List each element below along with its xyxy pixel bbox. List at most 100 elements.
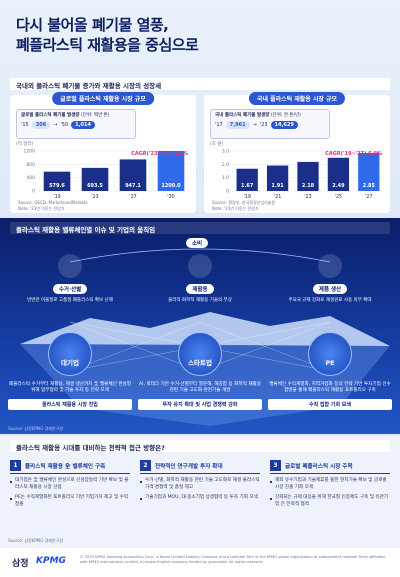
bullet: 대기업은 全 밸류체인 완성으로 신성장동력 기반 확보 및 플라스틱 재활용 … (10, 478, 130, 491)
stage-name: 수거·선별 (52, 284, 88, 294)
value: 1,014 (71, 121, 95, 129)
x-tick-label: '27 (365, 194, 372, 200)
stage-name: 재활용 (186, 284, 214, 294)
year: '15 (21, 122, 29, 128)
inset-title: 글로벌 플라스틱 폐기물 발생량 (21, 113, 80, 118)
value-label: 2.49 (332, 183, 345, 189)
year: '50 (60, 122, 69, 128)
bullet: 수거·선별, 화학적 재활용 관련 기술 고도화로 재생 플라스틱 가격 경쟁력… (140, 478, 260, 491)
value: 7,961 (225, 121, 250, 129)
inset-unit: (단위: 천 톤/년) (270, 113, 301, 118)
player: 밸류체인 수직계열화, 지역거점화 등의 전략 기반 투자기업 인수합병을 통해… (268, 382, 392, 410)
copyright: © 2025 KPMG Samjong Accounting Corp., a … (80, 555, 385, 565)
panel-title: 국내 플라스틱 재활용 시장 규모 (248, 92, 346, 105)
stage: 재활용 물리적·화학적 재활용 기술의 부상 (155, 254, 245, 304)
player: AI, 픽테크 기반 수거·선별부터 열분해, 해중합 등 화학적 재활용 관련… (138, 382, 262, 410)
logo-korean: 삼정 (12, 559, 29, 569)
axis-unit: (조 원) (210, 141, 223, 147)
y-tick-label: 400 (26, 175, 35, 181)
bar (327, 157, 350, 191)
year: '23 (259, 122, 268, 128)
stage-desc: 빈번한 이물질로 고품질 폐플라스틱 확보 난제 (27, 298, 113, 303)
y-tick-label: 2.0 (222, 162, 229, 168)
bar (43, 171, 71, 191)
column-title: 글로벌 폐플라스틱 시장 주목 (285, 463, 353, 470)
number: 3 (270, 460, 281, 471)
strategy-column: 2 전략적인 연구개발 투자 확대 수거·선별, 화학적 재활용 관련 기술 고도… (140, 460, 260, 502)
source: Source: OECD, MarketsandMarkets (18, 200, 88, 205)
section-title: 국내외 플라스틱 폐기물 증가와 재활용 시장의 성장세 (10, 78, 390, 90)
section-title: 플라스틱 재활용 시대를 대비하는 전략적 접근 방향은? (10, 440, 390, 452)
note: Note: '23년 이후는 전망치 (18, 206, 65, 211)
player-desc: 밸류체인 수직계열화, 지역거점화 등의 전략 기반 투자기업 인수합병을 통해… (269, 382, 391, 394)
column-title: 플라스틱 재활용 全 밸류체인 구축 (25, 463, 106, 470)
value-label: 1.91 (271, 183, 284, 189)
bullet: PE는 수직계열화된 포트폴리오 기반 기업가치 제고 및 수익 창출 (10, 495, 130, 508)
x-tick-label: '19 (243, 194, 250, 200)
player-action: 투자 유치 확대 및 사업 경쟁력 강화 (138, 398, 262, 410)
bar-chart: (조 원) 0 1.0 2.0 3.0 1.67 '19 1.91 '21 2.18 '23 2.49… (210, 141, 384, 200)
value-label: 947.1 (125, 183, 141, 189)
x-tick-label: '21 (274, 194, 281, 200)
inset: 글로벌 플라스틱 폐기물 발생량 (단위: 백만 톤) '15 306 → '50 1,… (16, 109, 136, 139)
value-label: 1200.0 (161, 183, 181, 189)
x-tick-label: '25 (335, 194, 342, 200)
value-label: 1.67 (241, 183, 254, 189)
y-tick-label: 1200 (24, 149, 36, 155)
inset-title: 국내 플라스틱 폐기물 발생량 (215, 113, 270, 118)
player-circle: 스타트업 (178, 332, 222, 376)
section-title: 플라스틱 재활용 밸류체인별 이슈 및 기업의 움직임 (10, 222, 390, 234)
player-desc: 폐플라스틱 수거부터 재활용, 재생 생산까지 全 밸류체인 완성형 위해 업무… (9, 382, 131, 394)
year: '17 (215, 122, 223, 128)
column-title: 전략적인 연구개발 투자 확대 (155, 463, 223, 470)
title: 폐플라스틱 재활용을 중심으로 (16, 36, 199, 54)
inset-unit: (단위: 백만 톤) (80, 113, 110, 118)
footer: 삼정 KPMG © 2025 KPMG Samjong Accounting C… (0, 548, 400, 577)
chart-panel: 글로벌 플라스틱 재활용 시장 규모 글로벌 플라스틱 폐기물 발생량 (단위:… (10, 92, 196, 213)
y-tick-label: 800 (26, 162, 35, 168)
y-tick-label: 1.0 (222, 175, 229, 181)
strategy-section: 플라스틱 재활용 시대를 대비하는 전략적 접근 방향은? 1 플라스틱 재활용 … (0, 436, 400, 548)
source: Source: 삼정KPMG 경제연구원 (8, 426, 63, 431)
cagr-label: CAGR('23~'30) 8.1% (131, 151, 188, 157)
axis-unit: (억 달러) (16, 141, 34, 147)
player-desc: AI, 픽테크 기반 수거·선별부터 열분해, 해중합 등 화학적 재활용 관련… (139, 382, 261, 394)
value-label: 579.6 (49, 183, 65, 189)
x-tick-label: '23 (304, 194, 311, 200)
cagr-label: CAGR('19~'27) 6.9% (325, 151, 382, 157)
number: 2 (140, 460, 151, 471)
player-circle: PE (308, 332, 352, 376)
player-action: 플라스틱 재활용 시장 진입 (8, 398, 132, 410)
player-circle: 대기업 (48, 332, 92, 376)
value-label: 693.5 (87, 183, 103, 189)
value: 14,629 (270, 121, 298, 129)
y-tick-label: 3.0 (222, 149, 229, 155)
value-label: 2.85 (363, 183, 376, 189)
bar (119, 159, 147, 191)
y-tick-label: 0 (226, 189, 229, 195)
iceberg-top (20, 312, 390, 346)
cycle-arrow (69, 248, 331, 263)
strategy-column: 1 플라스틱 재활용 全 밸류체인 구축 대기업은 全 밸류체인 완성으로 신성장… (10, 460, 130, 509)
source: Source: 환경부, 한국환경산업기술원 (212, 200, 276, 205)
arrow: → (53, 122, 58, 128)
bar (266, 165, 289, 191)
player-action: 수직 접합 기회 모색 (268, 398, 392, 410)
value-label: 2.18 (302, 183, 315, 189)
chart-panel: 국내 플라스틱 재활용 시장 규모 국내 플라스틱 폐기물 발생량 (단위: 천… (204, 92, 390, 213)
logo-kpmg: KPMG (36, 556, 66, 566)
source: Source: 삼정KPMG 경제연구원 (8, 538, 63, 543)
panel-title: 글로벌 플라스틱 재활용 시장 규모 (52, 92, 154, 105)
x-tick-label: '23 (91, 194, 98, 200)
stage-name: 제품 생산 (312, 284, 348, 294)
y-tick-label: 0 (32, 189, 35, 195)
bar (157, 151, 185, 191)
bar (81, 167, 109, 191)
inset: 국내 플라스틱 폐기물 발생량 (단위: 천 톤/년) '17 7,961 → '23… (210, 109, 330, 139)
note: Note: '23년 이후는 전망치 (212, 206, 259, 211)
title: 다시 불어올 폐기물 열풍, (16, 16, 169, 34)
consumption-label: 소비 (186, 238, 209, 248)
arrow: → (252, 122, 257, 128)
